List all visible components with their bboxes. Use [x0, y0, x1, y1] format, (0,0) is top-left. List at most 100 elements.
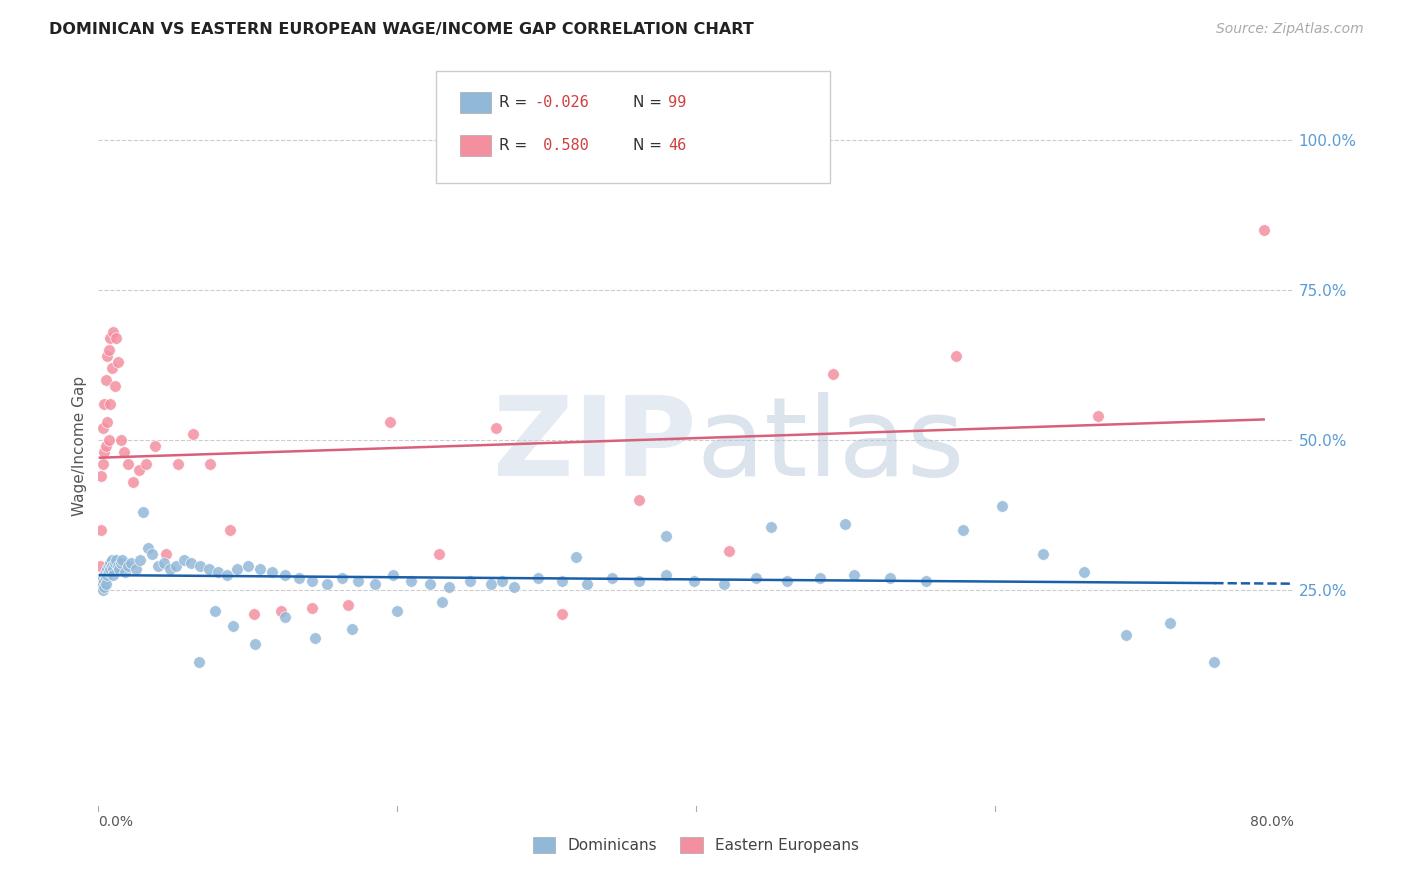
Point: [117, 558, 139, 573]
Point: [112, 445, 135, 459]
Point: [103, 325, 125, 339]
Point: [155, 547, 177, 561]
Point: [1087, 409, 1109, 423]
Point: [226, 562, 249, 576]
Point: [364, 577, 387, 591]
Point: [419, 577, 441, 591]
Text: 80.0%: 80.0%: [1250, 814, 1294, 829]
Point: [485, 421, 508, 435]
Point: [114, 565, 136, 579]
Text: DOMINICAN VS EASTERN EUROPEAN WAGE/INCOME GAP CORRELATION CHART: DOMINICAN VS EASTERN EUROPEAN WAGE/INCOM…: [49, 22, 754, 37]
Point: [136, 541, 159, 555]
Point: [103, 568, 125, 582]
Point: [301, 600, 323, 615]
Point: [166, 457, 188, 471]
Text: 0.580: 0.580: [534, 138, 589, 153]
Point: [427, 547, 450, 561]
Point: [575, 577, 598, 591]
Point: [879, 571, 901, 585]
Point: [628, 492, 651, 507]
Point: [97, 558, 120, 573]
Point: [128, 463, 150, 477]
Point: [121, 475, 143, 489]
Text: 46: 46: [668, 138, 686, 153]
Point: [94, 373, 117, 387]
Point: [90, 577, 112, 591]
Point: [430, 595, 453, 609]
Text: N =: N =: [633, 138, 666, 153]
Text: N =: N =: [633, 95, 666, 110]
Point: [159, 562, 181, 576]
Point: [200, 457, 222, 471]
Point: [713, 577, 735, 591]
Point: [93, 445, 115, 459]
Point: [270, 604, 292, 618]
Point: [120, 556, 142, 570]
Point: [110, 556, 132, 570]
Point: [347, 574, 370, 588]
Point: [759, 520, 782, 534]
Point: [439, 580, 461, 594]
Point: [991, 499, 1014, 513]
Point: [683, 574, 706, 588]
Point: [91, 582, 114, 597]
Point: [141, 547, 163, 561]
Point: [717, 544, 740, 558]
Point: [378, 415, 401, 429]
Point: [823, 367, 845, 381]
Point: [91, 571, 114, 585]
Point: [91, 421, 114, 435]
Point: [104, 379, 127, 393]
Point: [96, 562, 118, 576]
Point: [90, 523, 112, 537]
Point: [628, 574, 651, 588]
Point: [342, 622, 364, 636]
Point: [550, 607, 572, 621]
Point: [187, 655, 209, 669]
Point: [110, 433, 132, 447]
Point: [91, 457, 114, 471]
Point: [104, 556, 127, 570]
Point: [301, 574, 323, 588]
Point: [565, 549, 588, 564]
Point: [219, 523, 242, 537]
Point: [98, 397, 122, 411]
Text: 99: 99: [668, 95, 686, 110]
Point: [1159, 615, 1181, 630]
Text: R =: R =: [499, 95, 533, 110]
Point: [502, 580, 524, 594]
Point: [602, 571, 624, 585]
Point: [143, 439, 166, 453]
Point: [381, 568, 404, 582]
Point: [330, 571, 353, 585]
Point: [260, 565, 283, 579]
Point: [90, 580, 112, 594]
Point: [90, 469, 112, 483]
Point: [165, 558, 187, 573]
Point: [153, 556, 176, 570]
Point: [117, 457, 139, 471]
Text: R =: R =: [499, 138, 533, 153]
Text: ZIP: ZIP: [492, 392, 696, 500]
Point: [125, 562, 148, 576]
Point: [655, 568, 678, 582]
Point: [111, 553, 134, 567]
Point: [101, 558, 124, 573]
Point: [94, 577, 117, 591]
Point: [89, 574, 111, 588]
Point: [215, 568, 238, 582]
Point: [107, 355, 129, 369]
Point: [94, 565, 117, 579]
Point: [287, 571, 309, 585]
Point: [204, 604, 226, 618]
Point: [245, 637, 267, 651]
Point: [945, 349, 967, 363]
Point: [97, 565, 120, 579]
Point: [274, 568, 297, 582]
Point: [399, 574, 422, 588]
Point: [274, 610, 297, 624]
Point: [491, 574, 513, 588]
Point: [173, 553, 195, 567]
Point: [304, 631, 326, 645]
Point: [1032, 547, 1054, 561]
